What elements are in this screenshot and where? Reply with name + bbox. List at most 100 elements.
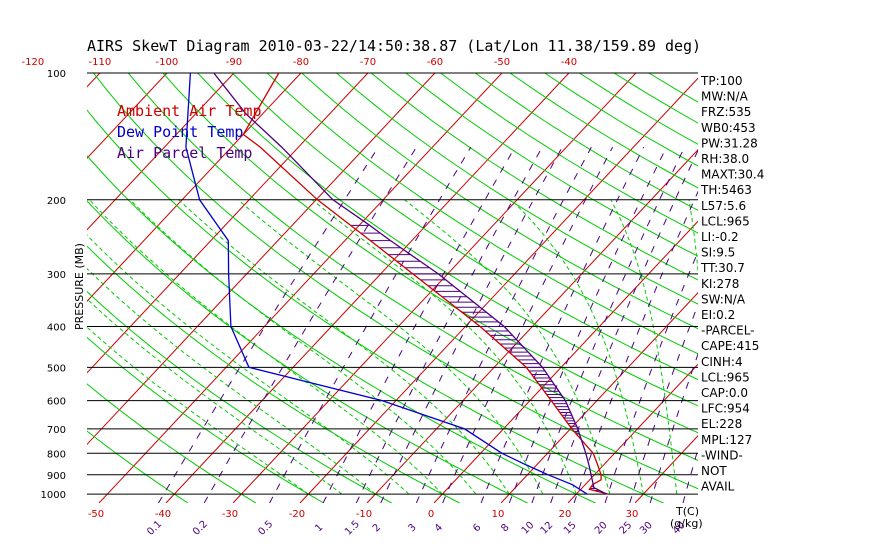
- dry-adiabat-line: [87, 154, 596, 503]
- index-entry: TP:100: [700, 74, 743, 88]
- index-entry: -PARCEL-: [701, 324, 755, 338]
- isotherm-line: [87, 73, 302, 303]
- index-entry: MW:N/A: [701, 90, 749, 104]
- isotherm-line: [769, 73, 870, 503]
- dry-adiabat-line: [336, 73, 698, 305]
- mixing-ratio-tick-label: 3: [406, 522, 418, 534]
- profile-layer: [185, 73, 609, 495]
- mixing-ratio-line: [531, 146, 685, 503]
- mixing-ratio-line: [480, 146, 645, 503]
- index-entry: PW:31.28: [701, 136, 758, 150]
- mixing-ratio-line: [158, 146, 379, 503]
- isotherm-line: [87, 73, 369, 374]
- mixing-ratio-tick-label: 20: [593, 520, 610, 537]
- mixing-ratio-line: [415, 146, 592, 503]
- isotherm-line: [87, 73, 168, 160]
- mixing-ratio-tick-label: 8: [499, 522, 511, 534]
- mixing-ratio-tick-label: 0.5: [256, 519, 275, 538]
- y-axis-label: PRESSURE (MB): [73, 243, 86, 330]
- legend-entry: Air Parcel Temp: [117, 144, 252, 162]
- air-parcel-temp-line: [213, 73, 607, 495]
- ambient-air-temp-line: [242, 73, 609, 495]
- mixing-ratio-tick-label: 12: [539, 520, 556, 537]
- mixing-ratio-tick-label: 10: [520, 520, 537, 537]
- moist-adiabat-line: [87, 234, 410, 495]
- mixing-ratio-line: [573, 190, 698, 503]
- pressure-tick-label: 300: [47, 270, 66, 281]
- dry-adiabat-line: [509, 73, 698, 189]
- dry-adiabat-line: [87, 200, 528, 503]
- isotherm-line: [232, 73, 637, 503]
- bottom-temp-tick-label: -10: [356, 509, 372, 520]
- mixing-ratio-tick-label: 25: [618, 520, 635, 537]
- index-entry: AVAIL: [701, 480, 735, 494]
- legend-entry: Ambient Air Temp: [117, 102, 262, 120]
- pressure-tick-label: 200: [47, 196, 66, 207]
- moist-adiabat-line: [89, 199, 443, 495]
- moist-adiabat-line: [510, 199, 644, 495]
- isotherm-line: [87, 73, 436, 446]
- dry-adiabat-line: [87, 336, 325, 503]
- bottom-temp-tick-label: -30: [222, 509, 238, 520]
- dry-adiabat-line: [162, 73, 698, 434]
- moist-adiabat-line: [311, 199, 577, 495]
- top-temp-tick-label: -80: [293, 57, 309, 68]
- pressure-tick-label: 1000: [41, 490, 66, 501]
- dry-adiabat-line: [197, 73, 698, 407]
- mixing-ratio-tick-label: 4: [433, 522, 445, 534]
- mixing-ratio-tick-label: 6: [471, 522, 483, 534]
- dry-adiabat-line: [87, 430, 189, 503]
- index-entry: CINH:4: [701, 355, 743, 369]
- bottom-temp-tick-label: 10: [492, 509, 505, 520]
- index-entry: EI:0.2: [701, 308, 735, 322]
- dry-adiabat-line: [266, 73, 698, 355]
- mixing-ratio-tick-label: 2: [371, 522, 383, 534]
- index-entry: MAXT:30.4: [701, 168, 764, 182]
- pressure-tick-label: 900: [47, 471, 66, 482]
- dry-adiabat-line: [87, 245, 460, 503]
- index-entry: CAP:0.0: [701, 386, 748, 400]
- bottom-temp-tick-label: -40: [155, 509, 171, 520]
- pressure-tick-label: 400: [47, 323, 66, 334]
- isotherm-line: [500, 292, 698, 503]
- index-entry: SI:9.5: [701, 246, 735, 260]
- isotherm-line: [165, 73, 570, 503]
- top-temp-tick-label: -120: [22, 57, 45, 68]
- isotherm-line: [87, 73, 235, 231]
- bottom-temp-tick-label: 20: [559, 509, 572, 520]
- legend: Ambient Air Temp Dew Point Temp Air Parcel…: [117, 102, 262, 162]
- isotherm-line: [98, 73, 503, 503]
- index-entry: TT:30.7: [700, 261, 745, 275]
- index-entry: LCL:965: [701, 214, 750, 228]
- index-entry: LFC:954: [701, 402, 750, 416]
- dry-adiabat-line: [301, 73, 698, 330]
- index-entry: SW:N/A: [701, 292, 746, 306]
- bottom-temp-tick-label: -20: [289, 509, 305, 520]
- top-temp-tick-label: -60: [427, 57, 443, 68]
- index-entry: LCL:965: [701, 370, 750, 384]
- index-entry: MPL:127: [701, 433, 752, 447]
- mixing-ratio-tick-label: 15: [562, 520, 579, 537]
- bottom-temp-tick-label: 0: [428, 509, 434, 520]
- moist-adiabat-line: [87, 298, 343, 495]
- index-entry: KI:278: [701, 277, 739, 291]
- index-entry: WB0:453: [701, 121, 756, 135]
- mixing-ratio-tick-label: 1: [313, 522, 325, 534]
- dry-adiabat-line: [87, 109, 664, 503]
- index-entry: LI:-0.2: [701, 230, 739, 244]
- index-entry: EL:228: [701, 417, 742, 431]
- dry-adiabat-line: [232, 73, 698, 381]
- index-entry: TH:5463: [700, 183, 752, 197]
- dry-adiabat-line: [93, 73, 698, 490]
- index-entry: -WIND-: [701, 448, 743, 462]
- pressure-tick-label: 800: [47, 449, 66, 460]
- isotherm-line: [299, 77, 698, 503]
- pressure-tick-label: 100: [47, 69, 66, 80]
- mixing-ratio-tick-label: 0.2: [191, 519, 210, 538]
- dry-adiabat-line: [370, 73, 698, 281]
- top-temp-tick-label: -100: [156, 57, 179, 68]
- index-entry: NOT: [701, 464, 727, 478]
- index-entry: RH:38.0: [701, 152, 749, 166]
